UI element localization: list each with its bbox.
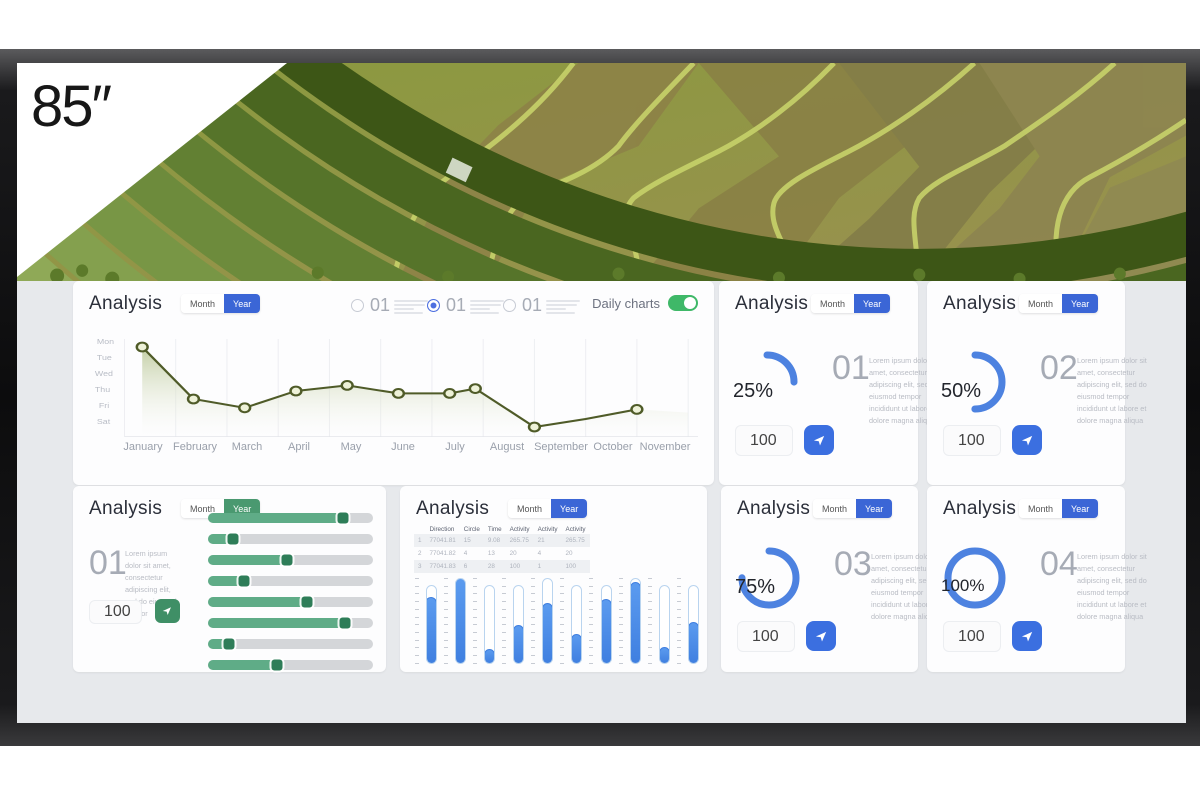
svg-text:Sat: Sat xyxy=(97,418,111,426)
svg-text:Wed: Wed xyxy=(95,370,113,378)
svg-text:Thu: Thu xyxy=(95,386,110,394)
svg-text:Fri: Fri xyxy=(99,402,110,410)
svg-text:Tue: Tue xyxy=(97,354,112,362)
svg-text:Mon: Mon xyxy=(97,338,114,346)
